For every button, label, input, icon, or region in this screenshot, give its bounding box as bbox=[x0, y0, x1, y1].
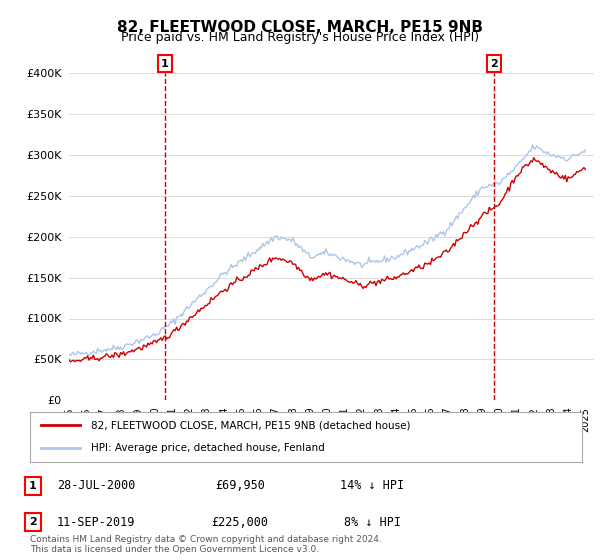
Text: 14% ↓ HPI: 14% ↓ HPI bbox=[340, 479, 404, 492]
Text: 11-SEP-2019: 11-SEP-2019 bbox=[57, 516, 135, 529]
Text: 2: 2 bbox=[29, 517, 37, 527]
Text: £225,000: £225,000 bbox=[212, 516, 269, 529]
Text: 1: 1 bbox=[29, 481, 37, 491]
Text: 82, FLEETWOOD CLOSE, MARCH, PE15 9NB: 82, FLEETWOOD CLOSE, MARCH, PE15 9NB bbox=[117, 20, 483, 35]
Text: 82, FLEETWOOD CLOSE, MARCH, PE15 9NB (detached house): 82, FLEETWOOD CLOSE, MARCH, PE15 9NB (de… bbox=[91, 420, 410, 430]
Text: 8% ↓ HPI: 8% ↓ HPI bbox=[343, 516, 401, 529]
Text: HPI: Average price, detached house, Fenland: HPI: Average price, detached house, Fenl… bbox=[91, 444, 325, 454]
Text: 28-JUL-2000: 28-JUL-2000 bbox=[57, 479, 135, 492]
Text: Price paid vs. HM Land Registry's House Price Index (HPI): Price paid vs. HM Land Registry's House … bbox=[121, 31, 479, 44]
Text: 2: 2 bbox=[490, 59, 498, 69]
Text: Contains HM Land Registry data © Crown copyright and database right 2024.
This d: Contains HM Land Registry data © Crown c… bbox=[30, 535, 382, 554]
Text: £69,950: £69,950 bbox=[215, 479, 265, 492]
Text: 1: 1 bbox=[161, 59, 169, 69]
